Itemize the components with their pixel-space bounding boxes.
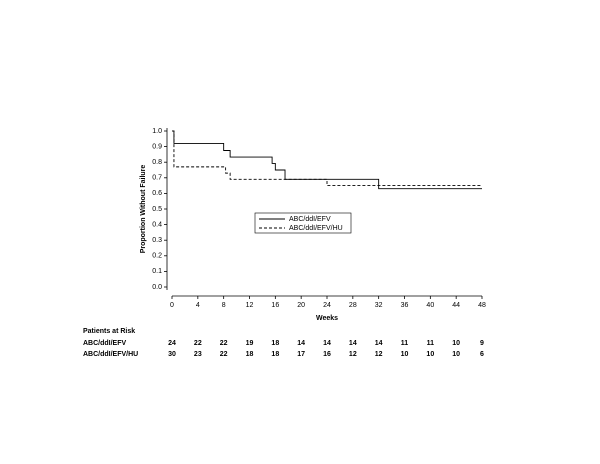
risk-count: 9: [480, 340, 484, 347]
risk-count: 24: [168, 340, 176, 347]
risk-count: 14: [323, 340, 331, 347]
risk-count: 14: [349, 340, 357, 347]
risk-count: 14: [297, 340, 305, 347]
x-tick-label: 16: [271, 302, 279, 309]
risk-count: 30: [168, 351, 176, 358]
x-tick-label: 0: [170, 302, 174, 309]
y-tick-label: 0.1: [152, 268, 162, 275]
risk-count: 19: [246, 340, 254, 347]
x-tick-label: 40: [426, 302, 434, 309]
legend-label: ABC/ddI/EFV: [289, 216, 331, 223]
y-tick-label: 0.8: [152, 159, 162, 166]
y-tick-label: 0.6: [152, 190, 162, 197]
risk-count: 11: [401, 340, 409, 347]
risk-count: 17: [297, 351, 305, 358]
x-tick-label: 20: [297, 302, 305, 309]
y-tick-label: 0.0: [152, 284, 162, 291]
km-curve: [172, 130, 482, 187]
y-tick-label: 0.3: [152, 237, 162, 244]
y-tick-label: 0.5: [152, 206, 162, 213]
risk-row-label: ABC/ddI/EFV: [83, 340, 126, 347]
risk-count: 18: [246, 351, 254, 358]
x-tick-label: 48: [478, 302, 486, 309]
km-curve: [172, 130, 482, 190]
risk-count: 10: [452, 340, 460, 347]
legend-label: ABC/ddI/EFV/HU: [289, 225, 343, 232]
risk-count: 11: [427, 340, 435, 347]
x-tick-label: 24: [323, 302, 331, 309]
x-axis-label: Weeks: [316, 315, 338, 322]
risk-count: 10: [452, 351, 460, 358]
risk-table-title: Patients at Risk: [83, 328, 135, 335]
y-tick-label: 0.2: [152, 253, 162, 260]
risk-count: 22: [194, 340, 202, 347]
risk-count: 12: [375, 351, 383, 358]
x-tick-label: 36: [401, 302, 409, 309]
y-tick-label: 1.0: [152, 128, 162, 135]
risk-count: 14: [375, 340, 383, 347]
x-tick-label: 44: [452, 302, 460, 309]
y-tick-label: 0.4: [152, 221, 162, 228]
risk-count: 23: [194, 351, 202, 358]
risk-count: 18: [271, 340, 279, 347]
x-tick-label: 8: [222, 302, 226, 309]
risk-count: 16: [323, 351, 331, 358]
risk-count: 18: [271, 351, 279, 358]
risk-count: 10: [401, 351, 409, 358]
x-tick-label: 4: [196, 302, 200, 309]
risk-count: 22: [220, 351, 228, 358]
y-tick-label: 0.9: [152, 143, 162, 150]
y-tick-label: 0.7: [152, 175, 162, 182]
x-tick-label: 28: [349, 302, 357, 309]
x-tick-label: 12: [246, 302, 254, 309]
risk-count: 12: [349, 351, 357, 358]
y-axis-label: Proportion Without Failure: [140, 165, 147, 254]
risk-row-label: ABC/ddI/EFV/HU: [83, 351, 138, 358]
risk-count: 6: [480, 351, 484, 358]
risk-count: 10: [426, 351, 434, 358]
x-tick-label: 32: [375, 302, 383, 309]
risk-count: 22: [220, 340, 228, 347]
